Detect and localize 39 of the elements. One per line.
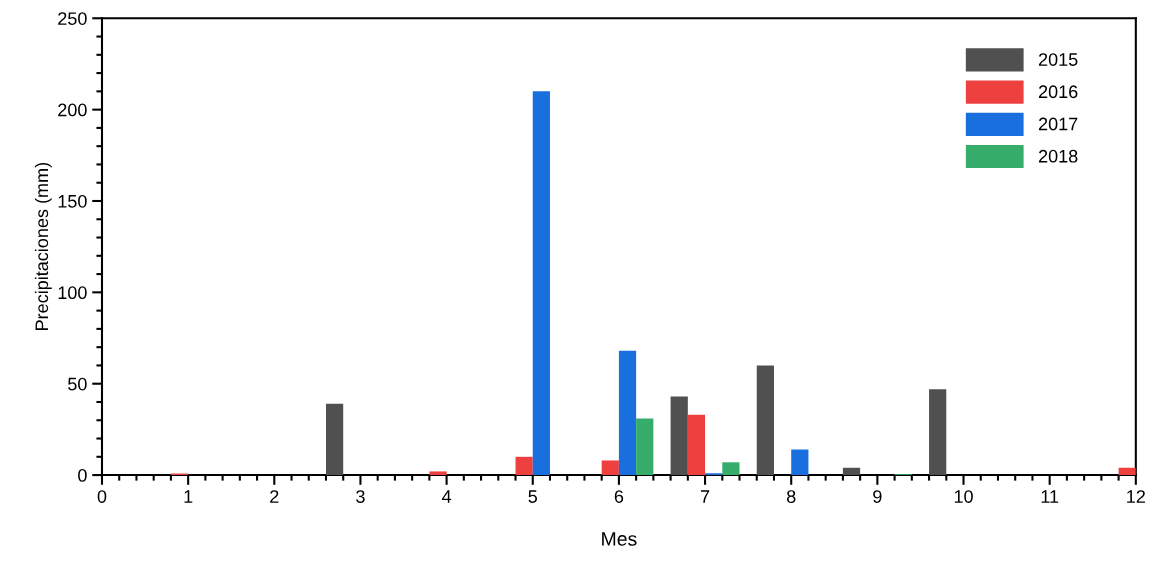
bar	[687, 414, 706, 476]
bar	[842, 467, 861, 476]
x-tick-label: 1	[184, 490, 193, 503]
bar	[636, 418, 654, 476]
bar	[532, 91, 550, 476]
x-axis-title: Mes	[602, 532, 637, 546]
legend-label: 2015	[1038, 53, 1078, 66]
bar	[791, 449, 809, 476]
y-tick-label: 250	[58, 12, 87, 25]
x-tick-label: 5	[528, 490, 538, 503]
y-tick-label: 200	[58, 103, 87, 117]
x-tick-label: 10	[954, 490, 973, 503]
x-tick-label: 7	[700, 490, 710, 503]
bar	[601, 460, 619, 476]
x-tick-label: 9	[873, 490, 882, 503]
y-tick-label: 0	[78, 469, 87, 482]
bar	[325, 403, 344, 476]
x-tick-label: 0	[97, 490, 107, 503]
x-tick-label: 2	[270, 490, 279, 503]
x-tick-label: 12	[1127, 490, 1145, 503]
x-tick-label: 8	[786, 490, 796, 503]
x-tick-label: 3	[356, 490, 365, 503]
y-tick-label: 50	[68, 377, 87, 391]
bar	[929, 389, 947, 476]
x-tick-label: 11	[1041, 490, 1059, 503]
bar	[670, 396, 688, 476]
bar	[515, 456, 533, 476]
legend-label: 2017	[1038, 117, 1078, 131]
legend-label: 2018	[1038, 149, 1078, 163]
y-axis-title: Precipitaciones (mm)	[34, 163, 52, 330]
x-tick-label: 6	[614, 490, 624, 503]
x-tick-label: 4	[442, 490, 452, 503]
bar	[756, 365, 774, 476]
bar	[618, 350, 637, 476]
y-tick-label: 100	[58, 286, 87, 300]
bar	[429, 471, 447, 476]
y-tick-label: 150	[58, 194, 87, 208]
legend-label: 2016	[1038, 85, 1078, 99]
bar	[722, 462, 740, 476]
